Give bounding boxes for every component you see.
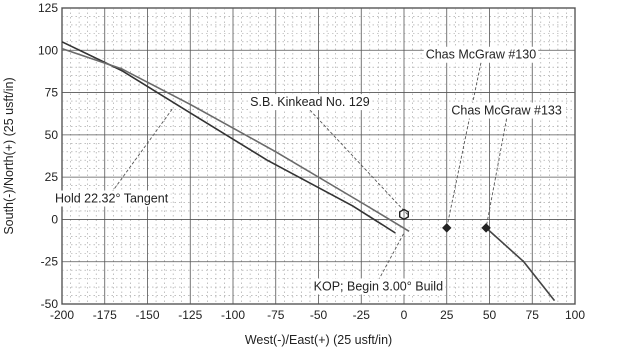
annotation-leader-line (309, 109, 408, 215)
annotation-leader-line (446, 62, 482, 228)
x-tick-label: -200 (50, 308, 74, 322)
x-tick-label: 50 (483, 308, 497, 322)
annotation-label: Chas McGraw #130 (426, 48, 537, 62)
x-tick-label: 75 (526, 308, 540, 322)
y-tick-label: -50 (41, 297, 59, 311)
x-tick-label: -25 (353, 308, 371, 322)
wellbore-series-line-2 (61, 47, 410, 232)
x-tick-labels: -200 -175 -150 -125 -100 -75 -50 -25 0 25 50 75 100 (50, 308, 585, 322)
y-tick-labels: -50 -25 0 25 50 75 100 125 (38, 1, 58, 311)
x-tick-label: 25 (440, 308, 454, 322)
y-tick-label: 100 (38, 43, 58, 57)
x-tick-label: -100 (221, 308, 245, 322)
x-tick-label: -75 (267, 308, 285, 322)
x-tick-label: -150 (135, 308, 159, 322)
y-tick-label: 25 (45, 170, 59, 184)
y-tick-label: 75 (45, 86, 59, 100)
annotation-label-background (423, 46, 539, 63)
y-tick-label: 0 (51, 212, 58, 226)
marker-layer (399, 208, 491, 233)
well-marker (442, 223, 452, 233)
annotation-leader-line (111, 107, 174, 193)
y-axis-label: South(-)/North(+) (25 usft/in) (2, 77, 16, 234)
annotation-label-background (311, 278, 446, 295)
annotation-label-background (248, 94, 372, 111)
x-tick-label: -175 (93, 308, 117, 322)
x-axis-label: West(-)/East(+) (25 usft/in) (245, 333, 392, 347)
annotation-label-background (449, 102, 564, 119)
x-tick-label: -50 (310, 308, 328, 322)
annotation-label-background (52, 190, 171, 207)
x-tick-label: 100 (565, 308, 585, 322)
annotation-label: KOP; Begin 3.00° Build (314, 279, 443, 293)
y-tick-label: -25 (41, 255, 59, 269)
annotation-label: Hold 22.32° Tangent (55, 192, 169, 206)
annotation-label: Chas McGraw #133 (451, 104, 562, 118)
x-tick-label: 0 (401, 308, 408, 322)
wellbore-series-line-3 (485, 227, 556, 302)
y-tick-label: 50 (45, 128, 59, 142)
annotation-layer: Chas McGraw #130 S.B. Kinkead No. 129 Chas… (52, 46, 564, 295)
well-marker (399, 208, 409, 221)
series-layer (61, 41, 556, 302)
well-marker (481, 223, 491, 233)
annotation-leader-line (377, 232, 405, 281)
major-gridlines (61, 7, 576, 305)
x-tick-label: -125 (178, 308, 202, 322)
annotation-leader-line (485, 118, 508, 228)
y-tick-label: 125 (38, 1, 58, 15)
annotation-label: S.B. Kinkead No. 129 (250, 95, 370, 109)
